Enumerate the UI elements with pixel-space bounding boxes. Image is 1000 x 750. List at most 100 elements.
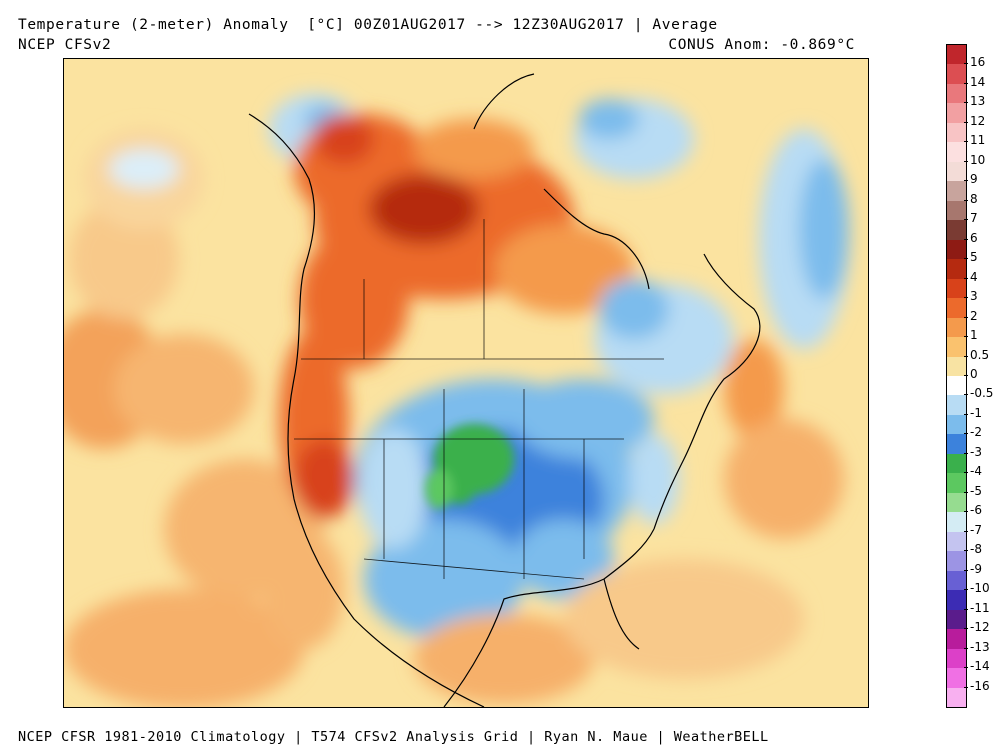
colorbar-tick (964, 686, 968, 688)
colorbar-tick (964, 433, 968, 435)
colorbar-tick-label: -9 (970, 561, 982, 576)
colorbar-tick-label: 14 (970, 74, 986, 89)
colorbar-tick (964, 199, 968, 201)
colorbar-swatch (947, 259, 966, 280)
colorbar-tick (964, 491, 968, 493)
colorbar-tick-label: -11 (970, 600, 990, 615)
colorbar-tick-label: 8 (970, 191, 978, 206)
colorbar-tick-label: -16 (970, 678, 990, 693)
colorbar-tick (964, 277, 968, 279)
colorbar-tick (964, 375, 968, 376)
colorbar-swatch (947, 668, 966, 689)
colorbar-tick (964, 608, 968, 610)
colorbar-tick (964, 238, 968, 240)
colorbar-swatch (947, 570, 966, 591)
colorbar-tick-label: -4 (970, 464, 982, 479)
colorbar-tick-label: -13 (970, 639, 990, 654)
colorbar-swatch (947, 473, 966, 494)
colorbar-swatch (947, 492, 966, 513)
colorbar-swatch (947, 161, 966, 182)
colorbar-tick-label: 5 (970, 250, 978, 265)
colorbar-tick (964, 121, 968, 123)
colorbar-tick (964, 160, 968, 162)
colorbar-tick (964, 102, 968, 104)
colorbar-swatch (947, 414, 966, 435)
colorbar-swatch (947, 337, 966, 358)
colorbar-swatch (947, 64, 966, 85)
colorbar-tick (964, 297, 968, 299)
colorbar-tick-label: 3 (970, 289, 978, 304)
colorbar-tick (964, 511, 968, 513)
colorbar-swatch (947, 551, 966, 572)
colorbar-swatch (947, 317, 966, 338)
anomaly-shading (64, 94, 849, 707)
colorbar-swatch (947, 512, 966, 533)
colorbar-tick (964, 355, 968, 357)
colorbar-tick-label: -6 (970, 503, 982, 518)
colorbar-tick-label: 0.5 (970, 347, 990, 362)
colorbar-tick-label: 11 (970, 133, 986, 148)
colorbar-tick-label: 10 (970, 152, 986, 167)
colorbar-tick (964, 667, 968, 669)
colorbar-tick (964, 180, 968, 182)
colorbar-tick-label: -12 (970, 620, 990, 635)
colorbar-tick (964, 628, 968, 630)
colorbar-tick-label: 7 (970, 211, 978, 226)
colorbar-tick-label: -3 (970, 444, 982, 459)
cold-core (425, 424, 514, 509)
colorbar-tick (964, 82, 968, 84)
colorbar-swatch (947, 45, 966, 65)
colorbar-tick (964, 589, 968, 591)
colorbar-tick (964, 550, 968, 552)
colorbar (946, 44, 967, 708)
colorbar-tick-label: 2 (970, 308, 978, 323)
colorbar-swatch (947, 590, 966, 611)
colorbar-tick (964, 569, 968, 571)
colorbar-tick-label: -10 (970, 581, 990, 596)
colorbar-tick-label: 13 (970, 94, 986, 109)
colorbar-tick-label: 12 (970, 113, 986, 128)
colorbar-tick-label: -0.5 (970, 386, 994, 401)
colorbar-tick-label: -8 (970, 542, 982, 557)
colorbar-tick-label: -1 (970, 405, 982, 420)
colorbar-tick (964, 394, 968, 396)
colorbar-tick (964, 141, 968, 143)
colorbar-swatch (947, 356, 966, 377)
colorbar-swatch (947, 103, 966, 124)
colorbar-tick (964, 219, 968, 221)
colorbar-tick-label: -7 (970, 522, 982, 537)
colorbar-swatch (947, 278, 966, 299)
colorbar-tick (964, 647, 968, 649)
coastlines (248, 73, 761, 707)
colorbar-tick-label: 16 (970, 55, 986, 70)
colorbar-swatch (947, 376, 966, 396)
colorbar-tick (964, 316, 968, 318)
colorbar-tick-label: -5 (970, 483, 982, 498)
colorbar-tick-label: -14 (970, 659, 990, 674)
colorbar-tick-label: 0 (970, 367, 978, 381)
colorbar-swatch (947, 181, 966, 202)
anomaly-map (63, 58, 869, 708)
colorbar-swatch (947, 142, 966, 163)
colorbar-swatch (947, 531, 966, 552)
model-name: NCEP CFSv2 (18, 37, 112, 53)
colorbar-tick-label: -2 (970, 425, 982, 440)
colorbar-swatch (947, 395, 966, 416)
colorbar-swatch (947, 687, 966, 708)
borders (294, 219, 664, 580)
colorbar-tick (964, 258, 968, 260)
colorbar-tick (964, 530, 968, 532)
colorbar-tick (964, 413, 968, 415)
colorbar-tick-label: 1 (970, 328, 978, 343)
colorbar-tick-label: 9 (970, 172, 978, 187)
colorbar-swatch (947, 220, 966, 241)
colorbar-tick (964, 336, 968, 338)
colorbar-tick (964, 63, 968, 65)
colorbar-swatch (947, 298, 966, 319)
colorbar-swatch (947, 648, 966, 669)
colorbar-swatch (947, 200, 966, 221)
colorbar-swatch (947, 83, 966, 104)
colorbar-swatch (947, 239, 966, 260)
colorbar-tick-label: 4 (970, 269, 978, 284)
map-title: Temperature (2-meter) Anomaly [°C] 00Z01… (18, 17, 718, 33)
